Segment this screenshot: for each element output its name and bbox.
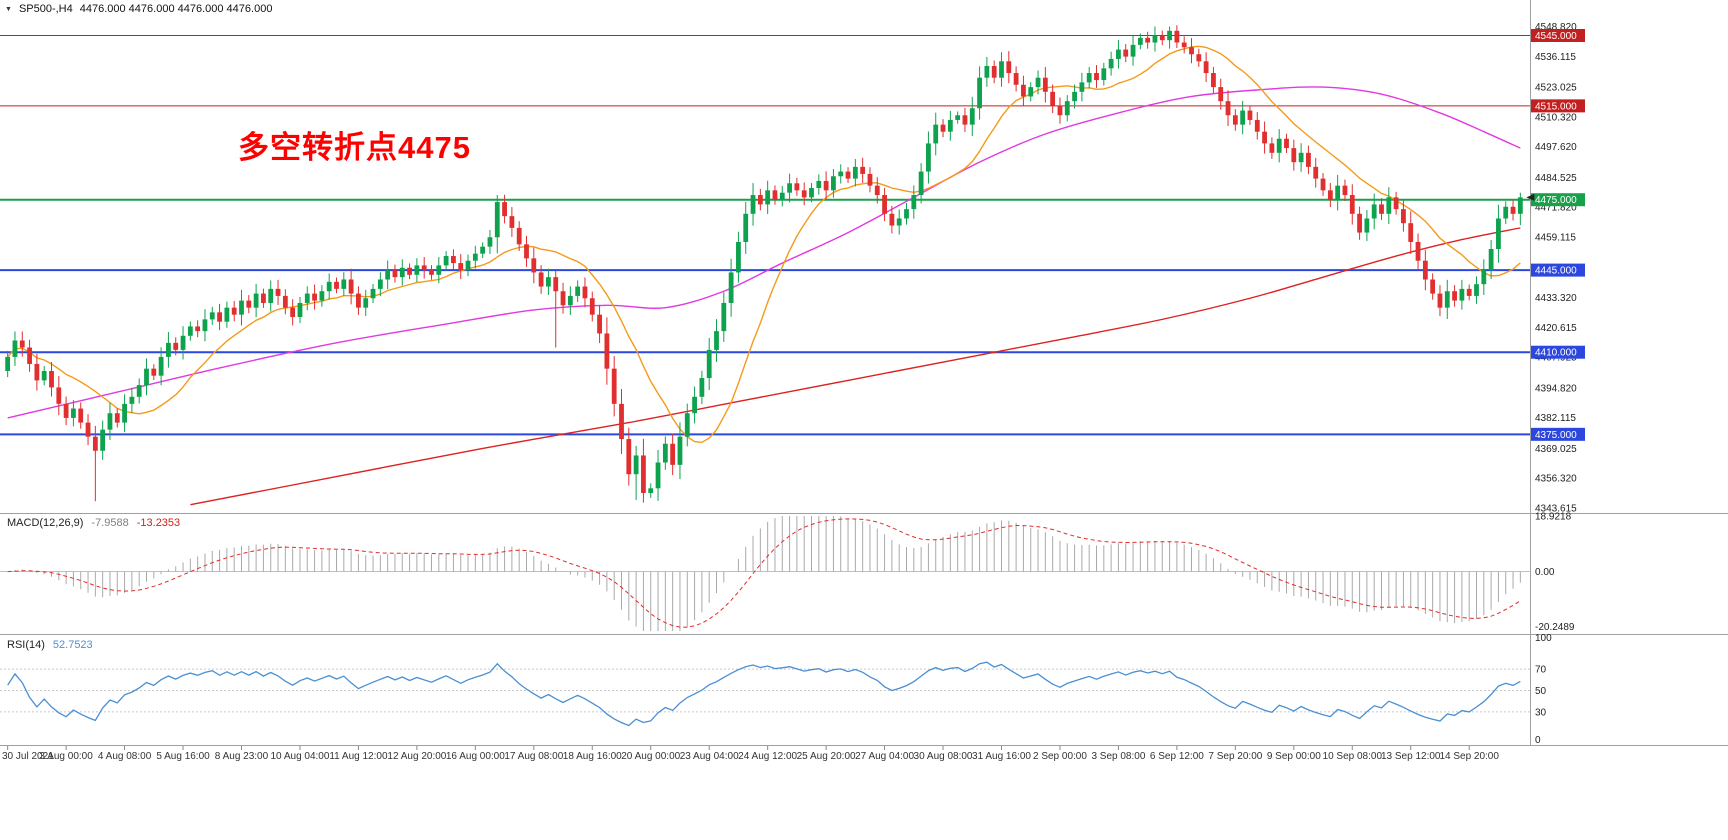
svg-text:13 Sep 12:00: 13 Sep 12:00 bbox=[1381, 751, 1441, 762]
svg-text:100: 100 bbox=[1535, 633, 1552, 644]
svg-text:4515.000: 4515.000 bbox=[1535, 101, 1577, 112]
svg-text:10 Aug 04:00: 10 Aug 04:00 bbox=[270, 751, 329, 762]
svg-text:3 Aug 00:00: 3 Aug 00:00 bbox=[39, 751, 93, 762]
svg-text:14 Sep 20:00: 14 Sep 20:00 bbox=[1439, 751, 1499, 762]
svg-text:50: 50 bbox=[1535, 686, 1547, 697]
svg-text:27 Aug 04:00: 27 Aug 04:00 bbox=[855, 751, 914, 762]
svg-text:3 Sep 08:00: 3 Sep 08:00 bbox=[1091, 751, 1145, 762]
svg-text:4545.000: 4545.000 bbox=[1535, 31, 1577, 42]
svg-text:20 Aug 00:00: 20 Aug 00:00 bbox=[621, 751, 680, 762]
macd-name: MACD(12,26,9) bbox=[7, 517, 84, 529]
svg-text:9 Sep 00:00: 9 Sep 00:00 bbox=[1267, 751, 1321, 762]
svg-text:-20.2489: -20.2489 bbox=[1535, 622, 1575, 633]
svg-text:4382.115: 4382.115 bbox=[1535, 413, 1576, 424]
svg-text:4 Aug 08:00: 4 Aug 08:00 bbox=[98, 751, 152, 762]
svg-text:4475.000: 4475.000 bbox=[1535, 195, 1577, 206]
svg-text:4536.115: 4536.115 bbox=[1535, 52, 1576, 63]
svg-text:30 Aug 08:00: 30 Aug 08:00 bbox=[914, 751, 973, 762]
svg-text:11 Aug 12:00: 11 Aug 12:00 bbox=[329, 751, 388, 762]
svg-text:70: 70 bbox=[1535, 665, 1547, 676]
svg-text:6 Sep 12:00: 6 Sep 12:00 bbox=[1150, 751, 1204, 762]
svg-text:17 Aug 08:00: 17 Aug 08:00 bbox=[504, 751, 563, 762]
svg-text:4497.620: 4497.620 bbox=[1535, 142, 1577, 153]
rsi-value: 52.7523 bbox=[52, 639, 93, 651]
macd-value-signal: -13.2353 bbox=[136, 517, 181, 529]
svg-text:4484.525: 4484.525 bbox=[1535, 173, 1577, 184]
chart-annotation: 多空转折点4475 bbox=[238, 130, 471, 165]
svg-text:4375.000: 4375.000 bbox=[1535, 430, 1577, 441]
svg-text:2 Sep 00:00: 2 Sep 00:00 bbox=[1033, 751, 1087, 762]
svg-text:8 Aug 23:00: 8 Aug 23:00 bbox=[215, 751, 269, 762]
svg-text:4433.320: 4433.320 bbox=[1535, 293, 1577, 304]
svg-text:31 Aug 16:00: 31 Aug 16:00 bbox=[972, 751, 1031, 762]
svg-text:16 Aug 00:00: 16 Aug 00:00 bbox=[446, 751, 505, 762]
svg-text:4369.025: 4369.025 bbox=[1535, 444, 1577, 455]
svg-text:0: 0 bbox=[1535, 735, 1541, 746]
svg-text:30 Jul 2021: 30 Jul 2021 bbox=[2, 751, 54, 762]
svg-text:23 Aug 04:00: 23 Aug 04:00 bbox=[680, 751, 739, 762]
svg-text:0.00: 0.00 bbox=[1535, 567, 1555, 578]
svg-text:10 Sep 08:00: 10 Sep 08:00 bbox=[1323, 751, 1383, 762]
svg-text:4548.820: 4548.820 bbox=[1535, 22, 1577, 33]
svg-text:4420.615: 4420.615 bbox=[1535, 323, 1577, 334]
svg-text:18 Aug 16:00: 18 Aug 16:00 bbox=[563, 751, 622, 762]
svg-text:12 Aug 20:00: 12 Aug 20:00 bbox=[387, 751, 446, 762]
svg-text:5 Aug 16:00: 5 Aug 16:00 bbox=[156, 751, 210, 762]
macd-value-main: -7.9588 bbox=[91, 517, 129, 529]
svg-text:24 Aug 12:00: 24 Aug 12:00 bbox=[738, 751, 797, 762]
svg-text:4471.820: 4471.820 bbox=[1535, 203, 1577, 214]
chart-dropdown-icon[interactable]: ▼ bbox=[5, 5, 12, 13]
svg-text:4510.320: 4510.320 bbox=[1535, 112, 1577, 123]
rsi-panel-label: RSI(14) 52.7523 bbox=[7, 639, 93, 651]
svg-text:4459.115: 4459.115 bbox=[1535, 232, 1576, 243]
svg-text:4410.000: 4410.000 bbox=[1535, 348, 1577, 359]
svg-text:4356.320: 4356.320 bbox=[1535, 474, 1577, 485]
svg-text:25 Aug 20:00: 25 Aug 20:00 bbox=[797, 751, 856, 762]
svg-text:4523.025: 4523.025 bbox=[1535, 83, 1577, 94]
svg-text:4445.000: 4445.000 bbox=[1535, 266, 1577, 277]
svg-text:4343.615: 4343.615 bbox=[1535, 503, 1577, 514]
rsi-name: RSI(14) bbox=[7, 639, 45, 651]
svg-text:7 Sep 20:00: 7 Sep 20:00 bbox=[1208, 751, 1262, 762]
symbol-timeframe: SP500-,H4 bbox=[18, 3, 73, 15]
svg-text:4394.820: 4394.820 bbox=[1535, 383, 1577, 394]
ohlc-quote: 4476.000 4476.000 4476.000 4476.000 bbox=[79, 3, 273, 15]
chart-title-bar: ▼ SP500-,H4 4476.000 4476.000 4476.000 4… bbox=[5, 3, 272, 15]
svg-text:30: 30 bbox=[1535, 707, 1547, 718]
macd-panel-label: MACD(12,26,9) -7.9588 -13.2353 bbox=[7, 517, 180, 529]
svg-text:18.9218: 18.9218 bbox=[1535, 512, 1572, 523]
